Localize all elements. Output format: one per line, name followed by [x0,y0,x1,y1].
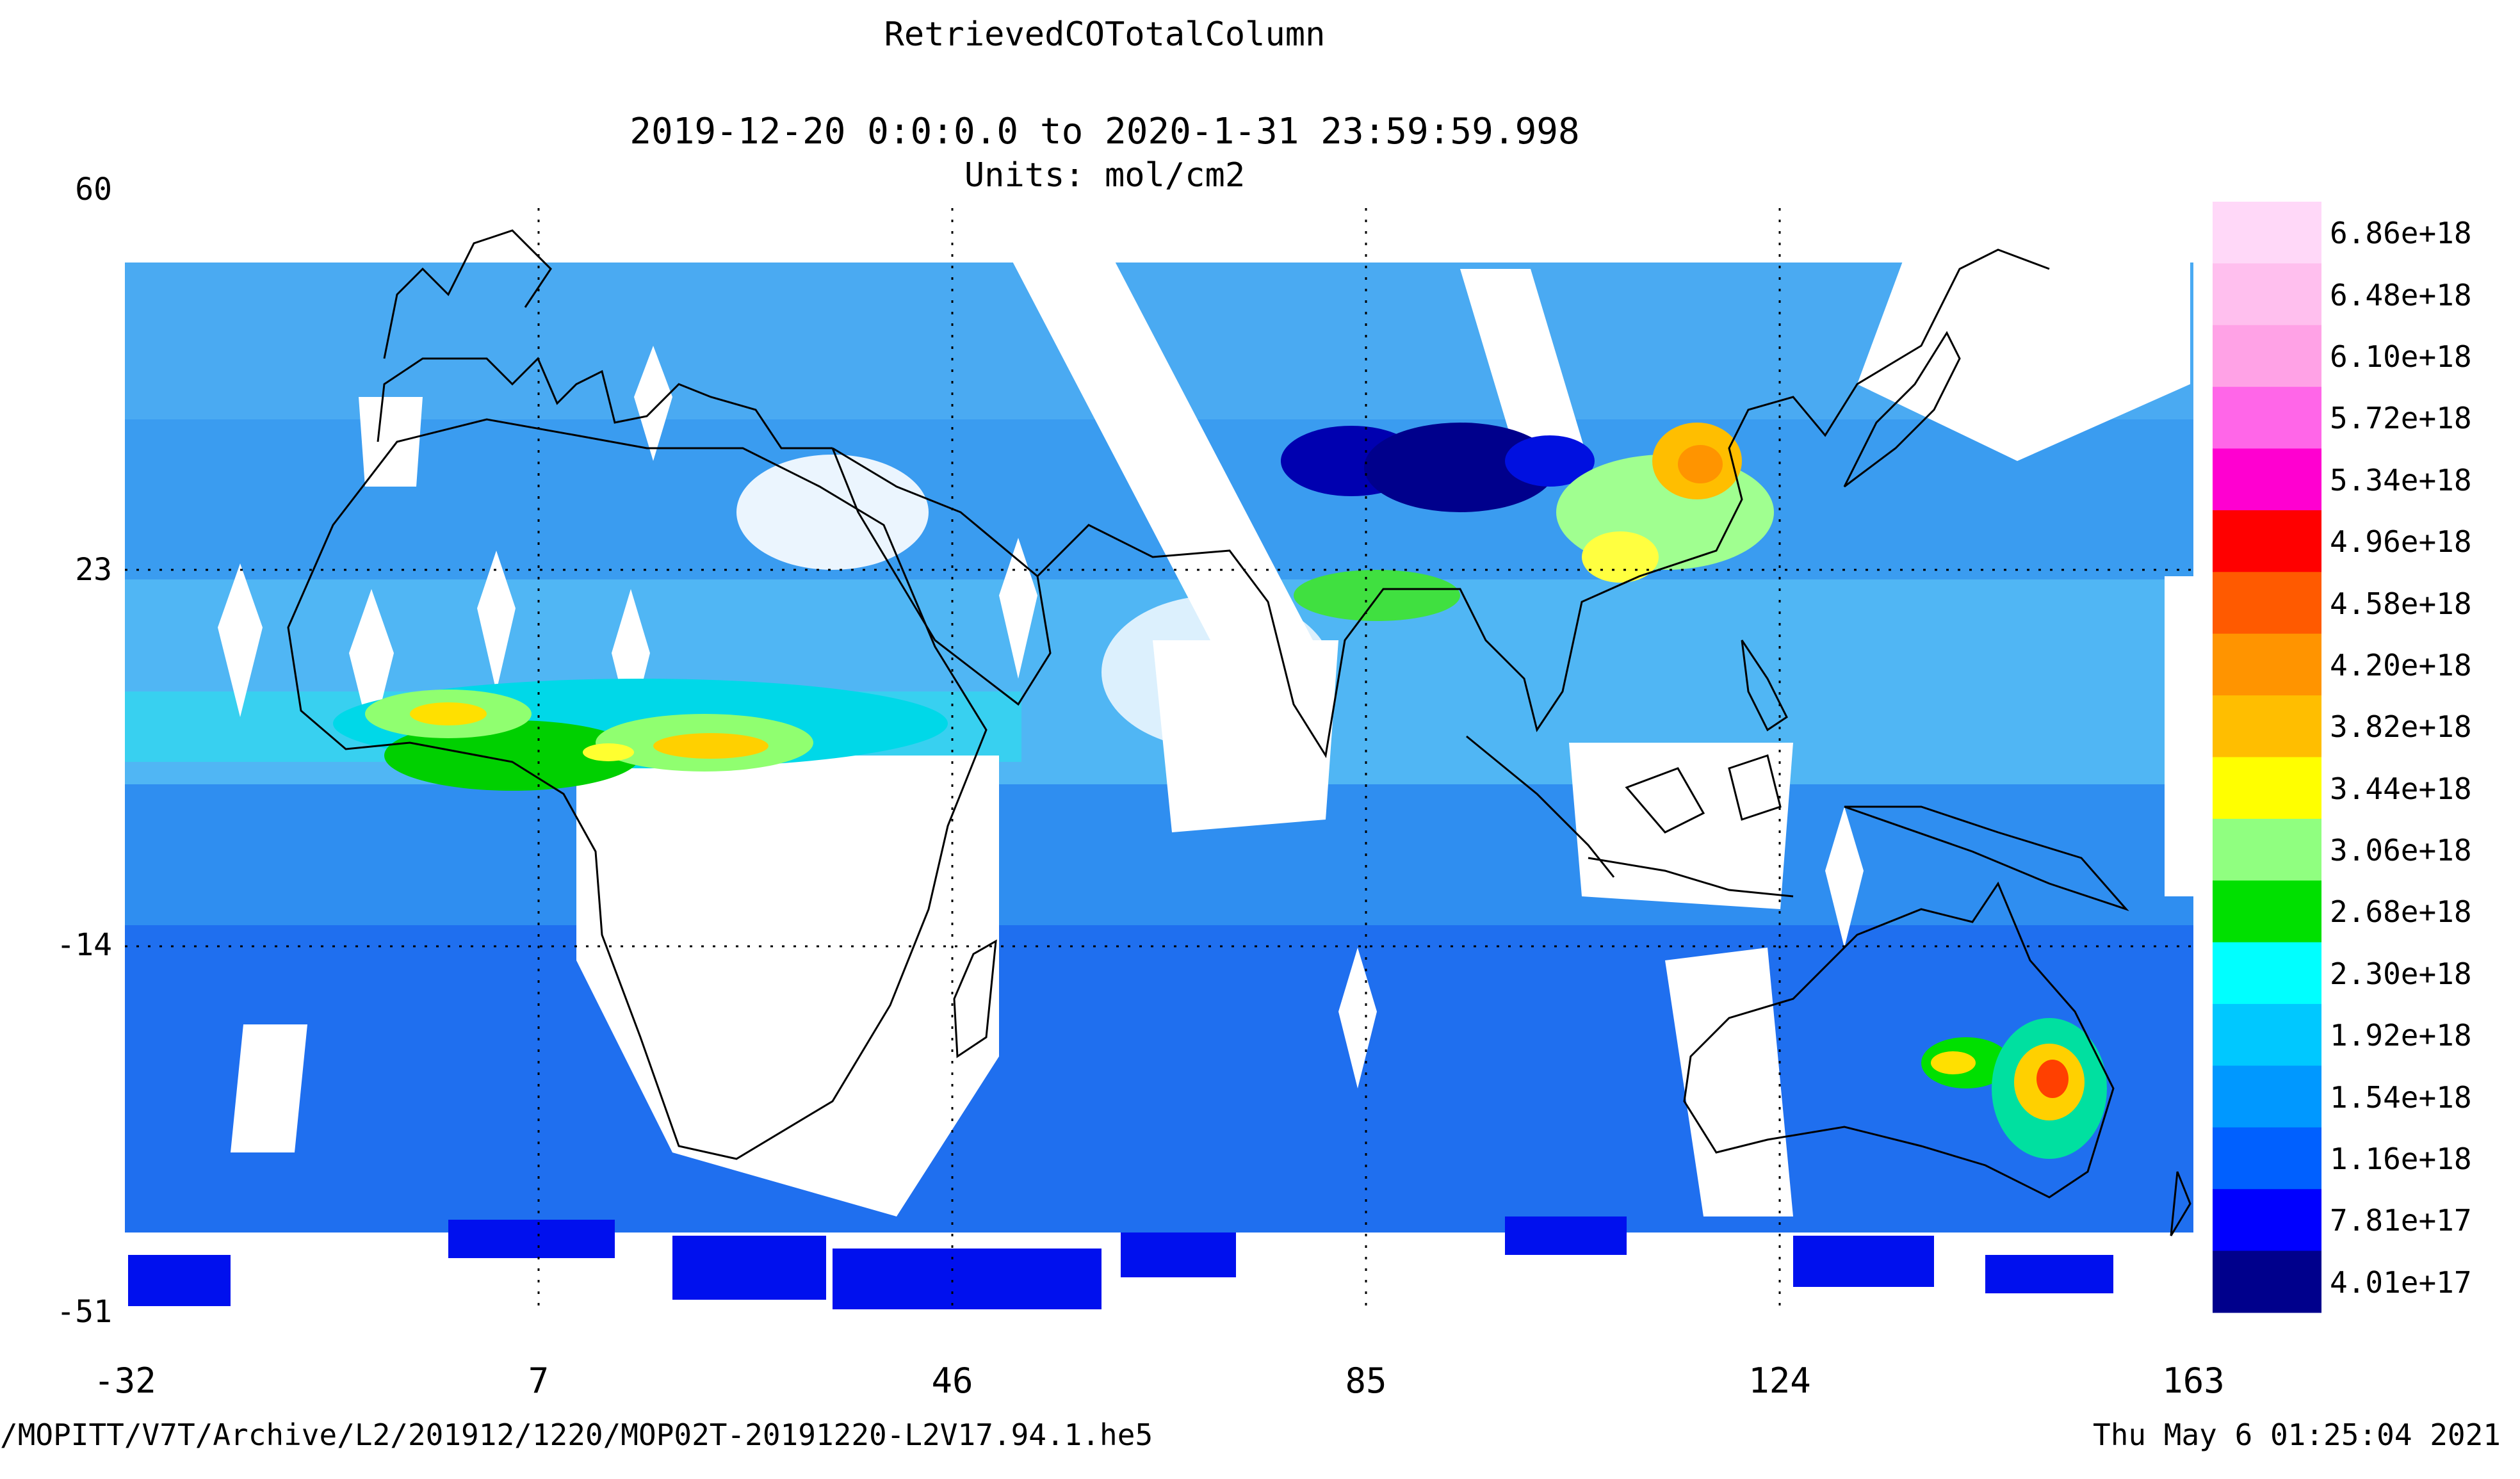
y-tick-label: 60 [75,172,112,207]
x-tick-label: 124 [1748,1361,1811,1401]
source-file-path: /MOPITT/V7T/Archive/L2/201912/1220/MOP02… [0,1418,1153,1452]
x-tick-label: 7 [528,1361,549,1401]
colorbar-label: 4.20e+18 [2330,648,2472,683]
colorbar-label: 4.01e+17 [2330,1265,2472,1300]
colorbar-label: 4.58e+18 [2330,586,2472,621]
x-tick-label: 85 [1345,1361,1387,1401]
map-title: RetrievedCOTotalColumn [884,15,1326,54]
colorbar-swatch [2213,757,2321,820]
y-tick-label: 23 [75,552,112,588]
colorbar-label: 2.30e+18 [2330,957,2472,991]
colorbar-label: 6.48e+18 [2330,278,2472,312]
colorbar-label: 5.72e+18 [2330,401,2472,435]
coastlines [287,229,2191,1236]
colorbar [2213,202,2321,1313]
colorbar-swatch [2213,572,2321,634]
colorbar-swatch [2213,1065,2321,1128]
colorbar-swatch [2213,1004,2321,1066]
colorbar-swatch [2213,1189,2321,1252]
y-tick-label: -51 [56,1294,112,1330]
colorbar-swatch [2213,942,2321,1005]
co-data-field [125,208,2193,1313]
colorbar-label: 2.68e+18 [2330,894,2472,929]
colorbar-label: 1.16e+18 [2330,1142,2472,1176]
x-tick-label: 163 [2162,1361,2225,1401]
y-tick-label: -14 [56,927,112,963]
colorbar-label: 3.44e+18 [2330,772,2472,806]
colorbar-swatch [2213,880,2321,943]
colorbar-swatch [2213,263,2321,326]
x-tick-label: 46 [931,1361,973,1401]
colorbar-swatch [2213,633,2321,696]
colorbar-swatch [2213,510,2321,572]
colorbar-swatch [2213,448,2321,511]
colorbar-swatch [2213,1250,2321,1313]
generation-timestamp: Thu May 6 01:25:04 2021 [2093,1418,2501,1452]
colorbar-label: 3.82e+18 [2330,709,2472,744]
units-label: Units: mol/cm2 [964,156,1246,195]
colorbar-swatch [2213,818,2321,881]
colorbar-swatch [2213,1127,2321,1190]
colorbar-swatch [2213,387,2321,449]
colorbar-label: 7.81e+17 [2330,1203,2472,1238]
colorbar-swatch [2213,695,2321,757]
colorbar-label: 6.86e+18 [2330,216,2472,250]
colorbar-swatch [2213,325,2321,387]
colorbar-label: 3.06e+18 [2330,833,2472,868]
colorbar-label: 5.34e+18 [2330,463,2472,497]
colorbar-label: 1.92e+18 [2330,1018,2472,1053]
colorbar-label: 1.54e+18 [2330,1080,2472,1115]
colorbar-label: 6.10e+18 [2330,339,2472,374]
x-tick-label: -32 [93,1361,156,1401]
colorbar-label: 4.96e+18 [2330,524,2472,559]
date-range: 2019-12-20 0:0:0.0 to 2020-1-31 23:59:59… [630,111,1580,152]
colorbar-swatch [2213,202,2321,264]
